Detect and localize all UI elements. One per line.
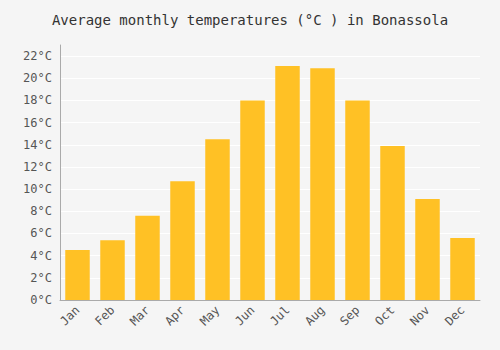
svg-text:May: May	[197, 303, 222, 328]
svg-text:10°C: 10°C	[23, 182, 52, 196]
svg-text:16°C: 16°C	[23, 116, 52, 130]
svg-text:18°C: 18°C	[23, 93, 52, 107]
svg-text:Dec: Dec	[442, 303, 467, 328]
svg-text:Jan: Jan	[57, 303, 82, 328]
svg-text:22°C: 22°C	[23, 49, 52, 63]
svg-text:20°C: 20°C	[23, 71, 52, 85]
svg-text:Oct: Oct	[372, 303, 397, 328]
svg-text:Jul: Jul	[267, 303, 292, 328]
svg-text:0°C: 0°C	[30, 293, 52, 307]
svg-text:Feb: Feb	[92, 303, 117, 328]
svg-text:Aug: Aug	[302, 303, 327, 328]
svg-text:Apr: Apr	[162, 303, 187, 328]
svg-text:14°C: 14°C	[23, 138, 52, 152]
svg-text:6°C: 6°C	[30, 226, 52, 240]
svg-text:Average monthly temperatures (: Average monthly temperatures (°C ) in Bo…	[52, 12, 448, 28]
svg-text:4°C: 4°C	[30, 249, 52, 263]
svg-text:12°C: 12°C	[23, 160, 52, 174]
svg-text:Nov: Nov	[407, 303, 432, 328]
svg-text:Jun: Jun	[232, 303, 257, 328]
svg-text:Sep: Sep	[337, 303, 362, 328]
svg-text:8°C: 8°C	[30, 204, 52, 218]
svg-text:2°C: 2°C	[30, 271, 52, 285]
svg-text:Mar: Mar	[127, 303, 152, 328]
